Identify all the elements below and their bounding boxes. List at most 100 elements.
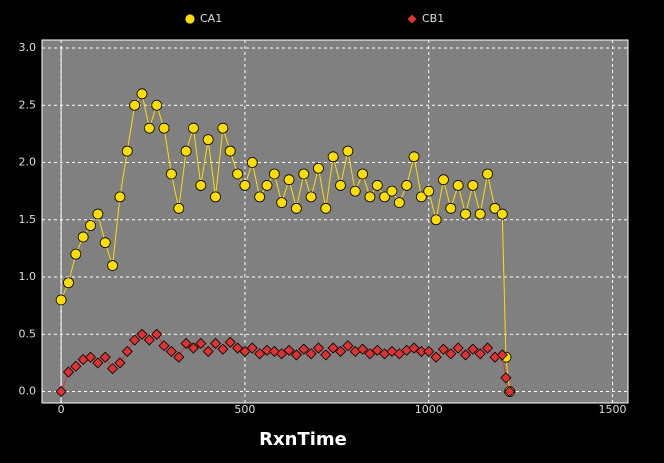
data-point — [202, 345, 214, 358]
data-point — [114, 357, 126, 369]
data-point — [121, 145, 133, 157]
data-point — [459, 349, 472, 361]
data-point — [500, 372, 512, 384]
data-point — [151, 99, 163, 111]
data-point — [437, 343, 450, 355]
legend-label: CB1 — [422, 12, 444, 25]
data-point — [408, 342, 420, 354]
y-tick-label: 3.0 — [19, 41, 37, 54]
data-point — [62, 366, 75, 378]
data-point — [415, 345, 427, 358]
data-point — [77, 231, 89, 243]
data-point — [195, 180, 207, 191]
data-point — [261, 180, 273, 191]
data-point — [151, 328, 163, 340]
legend-marker — [184, 13, 196, 25]
data-point — [107, 363, 119, 375]
data-point — [187, 342, 200, 354]
data-point — [467, 343, 479, 355]
data-point — [327, 151, 339, 163]
data-point — [239, 345, 251, 358]
data-point — [298, 168, 310, 180]
data-point — [474, 208, 486, 220]
data-point — [143, 122, 155, 134]
data-point — [99, 237, 111, 249]
x-tick-label: 1500 — [599, 403, 627, 416]
data-point — [415, 191, 427, 203]
legend-label: CA1 — [200, 12, 222, 25]
data-point — [364, 348, 376, 360]
data-point — [188, 122, 199, 134]
data-point — [357, 168, 368, 180]
data-point — [290, 349, 302, 361]
data-point — [55, 385, 67, 398]
data-point — [305, 191, 317, 203]
data-point — [371, 180, 383, 191]
x-tick-label: 1000 — [415, 403, 443, 416]
data-point — [99, 351, 111, 363]
data-point — [224, 336, 236, 348]
data-point — [312, 342, 325, 354]
data-point — [283, 344, 295, 356]
data-point — [232, 342, 244, 354]
data-point — [386, 185, 398, 197]
data-point — [129, 99, 141, 111]
data-point — [430, 351, 442, 363]
data-point — [320, 202, 332, 214]
data-point — [136, 328, 148, 340]
data-point — [283, 174, 295, 186]
data-point — [55, 294, 67, 306]
data-point — [180, 145, 192, 157]
data-point — [246, 342, 258, 354]
data-point — [408, 151, 420, 163]
data-point — [349, 185, 361, 197]
data-point — [445, 202, 457, 214]
data-point — [84, 351, 97, 363]
data-point — [173, 351, 185, 363]
data-point — [85, 220, 96, 231]
data-point — [217, 343, 229, 355]
data-point — [166, 168, 177, 180]
data-point — [261, 344, 273, 356]
data-point — [217, 122, 229, 134]
data-point — [445, 348, 457, 360]
data-point — [335, 180, 346, 191]
y-tick-label: 1.0 — [19, 270, 37, 283]
data-point — [313, 162, 324, 174]
data-point — [496, 208, 508, 220]
data-point — [460, 208, 471, 220]
data-point — [401, 180, 413, 191]
data-point — [232, 168, 243, 180]
data-point — [504, 385, 516, 398]
data-point — [158, 122, 170, 134]
data-point — [239, 180, 251, 191]
data-point — [143, 334, 155, 346]
data-point — [393, 348, 405, 360]
data-point — [173, 202, 185, 214]
data-point — [320, 349, 332, 361]
data-point — [114, 191, 126, 203]
data-point — [70, 248, 82, 260]
data-point — [423, 185, 435, 197]
data-point — [180, 337, 192, 350]
data-point — [371, 344, 383, 356]
data-point — [393, 197, 405, 209]
data-point — [496, 349, 508, 361]
data-point — [70, 360, 82, 372]
y-tick-label: 1.5 — [19, 213, 37, 226]
data-point — [195, 337, 207, 350]
y-tick-label: 2.5 — [19, 98, 37, 111]
data-point — [92, 357, 104, 369]
data-point — [165, 345, 177, 358]
data-point — [246, 157, 258, 168]
data-point — [254, 191, 266, 203]
data-point — [305, 348, 317, 360]
data-point — [342, 145, 354, 157]
x-tick-label: 0 — [58, 403, 65, 416]
data-point — [254, 348, 266, 360]
data-point — [474, 348, 486, 360]
data-point — [276, 197, 288, 209]
x-axis-title: RxnTime — [259, 429, 347, 450]
data-point — [467, 180, 479, 191]
